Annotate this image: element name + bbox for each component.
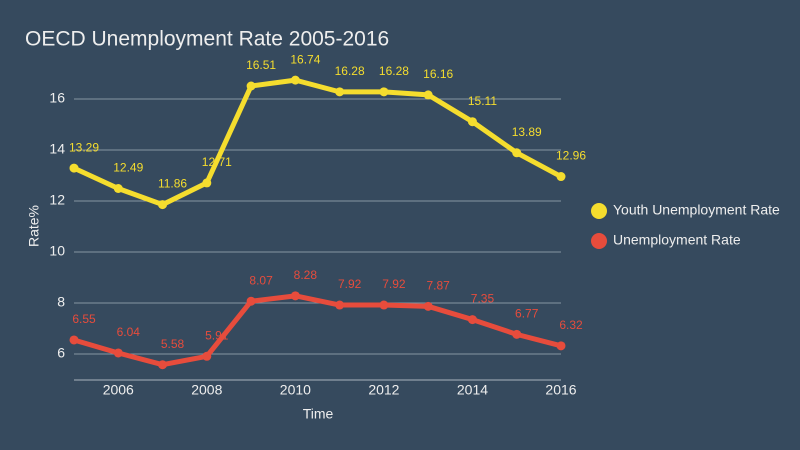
- legend-marker: [591, 233, 607, 249]
- data-label: 12.96: [556, 149, 586, 163]
- data-label: 6.77: [515, 307, 539, 321]
- data-label: 13.29: [69, 140, 99, 154]
- legend-label: Unemployment Rate: [613, 232, 741, 248]
- y-tick-label: 10: [49, 243, 65, 259]
- x-tick-label: 2012: [368, 382, 399, 398]
- x-tick-label: 2014: [457, 382, 488, 398]
- x-tick-label: 2006: [103, 382, 134, 398]
- series-line: [73, 293, 562, 368]
- data-point: [467, 117, 477, 127]
- data-label: 16.74: [290, 52, 320, 66]
- data-point: [290, 291, 300, 301]
- data-point: [335, 300, 345, 310]
- data-point: [113, 348, 123, 358]
- data-point: [202, 351, 212, 361]
- y-tick-label: 14: [49, 141, 65, 157]
- data-point: [556, 172, 566, 182]
- data-label: 7.92: [338, 277, 362, 291]
- series-line: [72, 77, 563, 208]
- data-point: [158, 200, 168, 210]
- data-label: 12.71: [202, 155, 232, 169]
- data-label: 12.49: [113, 161, 143, 175]
- data-label: 6.55: [72, 312, 96, 326]
- y-axis-label: Rate%: [26, 205, 42, 247]
- legend-label: Youth Unemployment Rate: [613, 202, 780, 218]
- data-label: 16.28: [379, 64, 409, 78]
- y-tick-label: 16: [49, 90, 65, 106]
- data-label: 5.91: [205, 328, 229, 342]
- data-point: [335, 87, 345, 97]
- data-label: 7.87: [427, 278, 451, 292]
- data-point: [512, 148, 522, 158]
- data-label: 7.92: [382, 277, 406, 291]
- data-point: [246, 296, 256, 306]
- data-point: [556, 341, 566, 351]
- data-point: [113, 184, 123, 194]
- x-tick-label: 2010: [280, 382, 311, 398]
- data-point: [423, 301, 433, 311]
- data-label: 6.04: [117, 325, 141, 339]
- data-label: 8.28: [294, 268, 318, 282]
- chart-title: OECD Unemployment Rate 2005-2016: [25, 28, 389, 51]
- data-point: [246, 81, 256, 91]
- data-point: [158, 360, 168, 370]
- data-point: [379, 300, 389, 310]
- data-point: [202, 178, 212, 188]
- data-point: [69, 163, 79, 173]
- data-point: [290, 75, 300, 85]
- data-label: 5.58: [161, 337, 185, 351]
- data-label: 7.35: [471, 292, 495, 306]
- data-point: [379, 87, 389, 97]
- y-tick-label: 12: [49, 192, 65, 208]
- data-label: 16.51: [246, 58, 276, 72]
- x-tick-label: 2016: [545, 382, 576, 398]
- data-point: [423, 90, 433, 100]
- legend-marker: [591, 203, 607, 219]
- data-label: 11.86: [158, 177, 187, 191]
- data-point: [69, 335, 79, 345]
- data-point: [467, 315, 477, 325]
- data-label: 6.32: [559, 318, 583, 332]
- data-point: [512, 329, 522, 339]
- data-label: 15.11: [468, 94, 497, 108]
- data-label: 16.16: [423, 67, 453, 81]
- y-tick-label: 8: [57, 294, 65, 310]
- data-label: 13.89: [512, 125, 542, 139]
- x-axis-label: Time: [303, 406, 334, 422]
- data-label: 8.07: [249, 273, 273, 287]
- x-tick-label: 2008: [191, 382, 222, 398]
- y-tick-label: 6: [57, 345, 65, 361]
- data-label: 16.28: [335, 64, 365, 78]
